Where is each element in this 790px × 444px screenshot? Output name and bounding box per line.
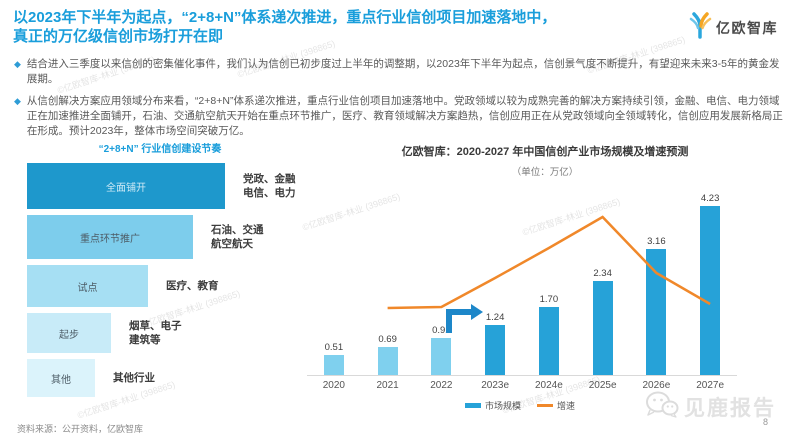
x-axis-tick-label: 2022 — [430, 380, 453, 391]
chart-column: 4.23 — [683, 186, 737, 375]
summary-bullets: ◆ 结合进入三季度以来信创的密集催化事件，我们认为信创已初步度过上半年的调整期，… — [14, 57, 786, 146]
chart-column: 1.70 — [522, 186, 576, 375]
funnel-industries-label: 医疗、教育 — [166, 280, 219, 292]
funnel-row: 重点环节推广 石油、交通 航空航天 — [27, 215, 310, 259]
bar-value-label: 2.34 — [593, 268, 612, 280]
chart-title: 亿欧智库：2020-2027 年中国信创产业市场规模及增速预测 — [401, 146, 689, 158]
x-axis-tick-label: 2020 — [322, 380, 345, 391]
brand-logo: 亿欧智库 — [689, 12, 778, 44]
wechat-icon — [645, 390, 679, 423]
funnel-bar: 起步 — [27, 313, 111, 353]
legend-label: 市场规模 — [484, 401, 521, 411]
funnel-row: 起步 烟草、电子 建筑等 — [27, 313, 310, 353]
diamond-bullet-icon: ◆ — [14, 96, 21, 106]
bar-value-label: 0.92 — [432, 325, 451, 337]
chart-legend: 市场规模 增速 — [305, 399, 735, 412]
funnel-stage-label: 起步 — [59, 329, 79, 341]
funnel-bar: 其他 — [27, 359, 95, 397]
bar-value-label: 0.69 — [378, 334, 397, 346]
funnel-bar: 试点 — [27, 265, 148, 307]
funnel-bar: 重点环节推广 — [27, 215, 193, 259]
page-number: 8 — [762, 417, 768, 427]
page-title-line1: 以2023年下半年为起点，“2+8+N”体系递次推进，重点行业信创项目加速落地中… — [13, 9, 557, 26]
market-size-bar — [485, 325, 506, 375]
funnel-bar: 全面铺开 — [27, 163, 225, 209]
bullet-text: 从信创解决方案应用领域分布来看，“2+8+N”体系递次推进，重点行业信创项目加速… — [26, 95, 783, 137]
x-axis-tick-label: 2024e — [534, 380, 563, 391]
market-size-bar — [538, 307, 559, 375]
footer-brand: 见鹿报告 — [645, 390, 776, 423]
funnel-stage-label: 重点环节推广 — [80, 233, 140, 245]
funnel-industries-label: 石油、交通 航空航天 — [211, 224, 264, 250]
bar-value-label: 3.16 — [647, 235, 666, 247]
funnel-stage-label: 其他 — [51, 374, 71, 386]
bar-value-label: 1.70 — [539, 294, 559, 305]
market-size-bar — [646, 248, 667, 375]
x-axis-tick-label: 2026e — [642, 380, 671, 391]
bullet-text: 结合进入三季度以来信创的密集催化事件，我们认为信创已初步度过上半年的调整期，以2… — [26, 58, 780, 85]
market-size-chart: 亿欧智库：2020-2027 年中国信创产业市场规模及增速预测 （单位：万亿） … — [305, 143, 785, 412]
market-size-bar — [700, 205, 721, 375]
chart-column: 1.24 — [468, 186, 522, 375]
chart-plot-area: 0.51 0.69 0.92 1.24 1.70 2.34 3.16 4.23 — [307, 186, 737, 376]
x-axis-tick-label: 2021 — [376, 380, 399, 391]
chart-subtitle: （单位：万亿） — [511, 167, 579, 178]
funnel-industries-label: 党政、金融 电信、电力 — [243, 173, 296, 199]
chart-column: 0.69 — [361, 186, 415, 375]
funnel-row: 试点 医疗、教育 — [27, 265, 310, 307]
bar-value-label: 0.51 — [324, 341, 344, 353]
diamond-bullet-icon: ◆ — [14, 59, 21, 69]
chart-column: 2.34 — [576, 186, 630, 375]
brand-logo-text: 亿欧智库 — [716, 20, 778, 36]
bullet-item: ◆ 从信创解决方案应用领域分布来看，“2+8+N”体系递次推进，重点行业信创项目… — [14, 94, 786, 139]
funnel-row: 全面铺开 党政、金融 电信、电力 — [27, 163, 310, 209]
funnel-row: 其他 其他行业 — [27, 359, 310, 397]
footer-brand-text: 见鹿报告 — [684, 396, 776, 420]
funnel-stage-label: 全面铺开 — [106, 182, 146, 194]
bar-value-label: 1.24 — [485, 312, 505, 324]
bar-columns: 0.51 0.69 0.92 1.24 1.70 2.34 3.16 4.23 — [307, 186, 737, 375]
x-axis-tick-label: 2027e — [696, 380, 725, 391]
x-axis-labels: 2020 2021 2022 2023e 2024e 2025e 2026e 2027e — [307, 380, 737, 391]
legend-item-growth: 增速 — [537, 399, 575, 412]
bar-value-label: 4.23 — [700, 192, 720, 204]
bar-swatch-icon — [464, 403, 481, 408]
chart-column: 0.92 — [415, 186, 469, 375]
market-size-bar — [377, 347, 398, 375]
page-title: 以2023年下半年为起点，“2+8+N”体系递次推进，重点行业信创项目加速落地中… — [13, 8, 685, 46]
x-axis-tick-label: 2025e — [588, 380, 617, 391]
page-title-line2: 真正的万亿级信创市场打开在即 — [13, 28, 224, 45]
legend-item-market-size: 市场规模 — [464, 399, 521, 412]
funnel-industries-label: 烟草、电子 建筑等 — [129, 320, 182, 346]
source-note: 资料来源：公开资料，亿欧智库 — [17, 424, 144, 434]
funnel-chart-title: “2+8+N” 行业信创建设节奏 — [98, 144, 222, 155]
legend-label: 增速 — [557, 401, 576, 411]
chart-column: 0.51 — [307, 186, 361, 375]
funnel-industries-label: 其他行业 — [113, 372, 155, 384]
funnel-stage-label: 试点 — [77, 282, 98, 294]
line-swatch-icon — [537, 404, 553, 407]
market-size-bar — [323, 354, 344, 375]
bullet-item: ◆ 结合进入三季度以来信创的密集催化事件，我们认为信创已初步度过上半年的调整期，… — [14, 57, 786, 87]
funnel-chart: “2+8+N” 行业信创建设节奏 全面铺开 党政、金融 电信、电力重点环节推广 石油… — [20, 140, 310, 403]
chart-column: 3.16 — [630, 186, 684, 375]
yiou-logo-icon — [689, 12, 712, 44]
funnel-rows: 全面铺开 党政、金融 电信、电力重点环节推广 石油、交通 航空航天试点 医疗、教育起步… — [20, 163, 310, 397]
market-size-bar — [592, 281, 613, 375]
market-size-bar — [431, 338, 452, 375]
x-axis-tick-label: 2023e — [481, 380, 510, 391]
